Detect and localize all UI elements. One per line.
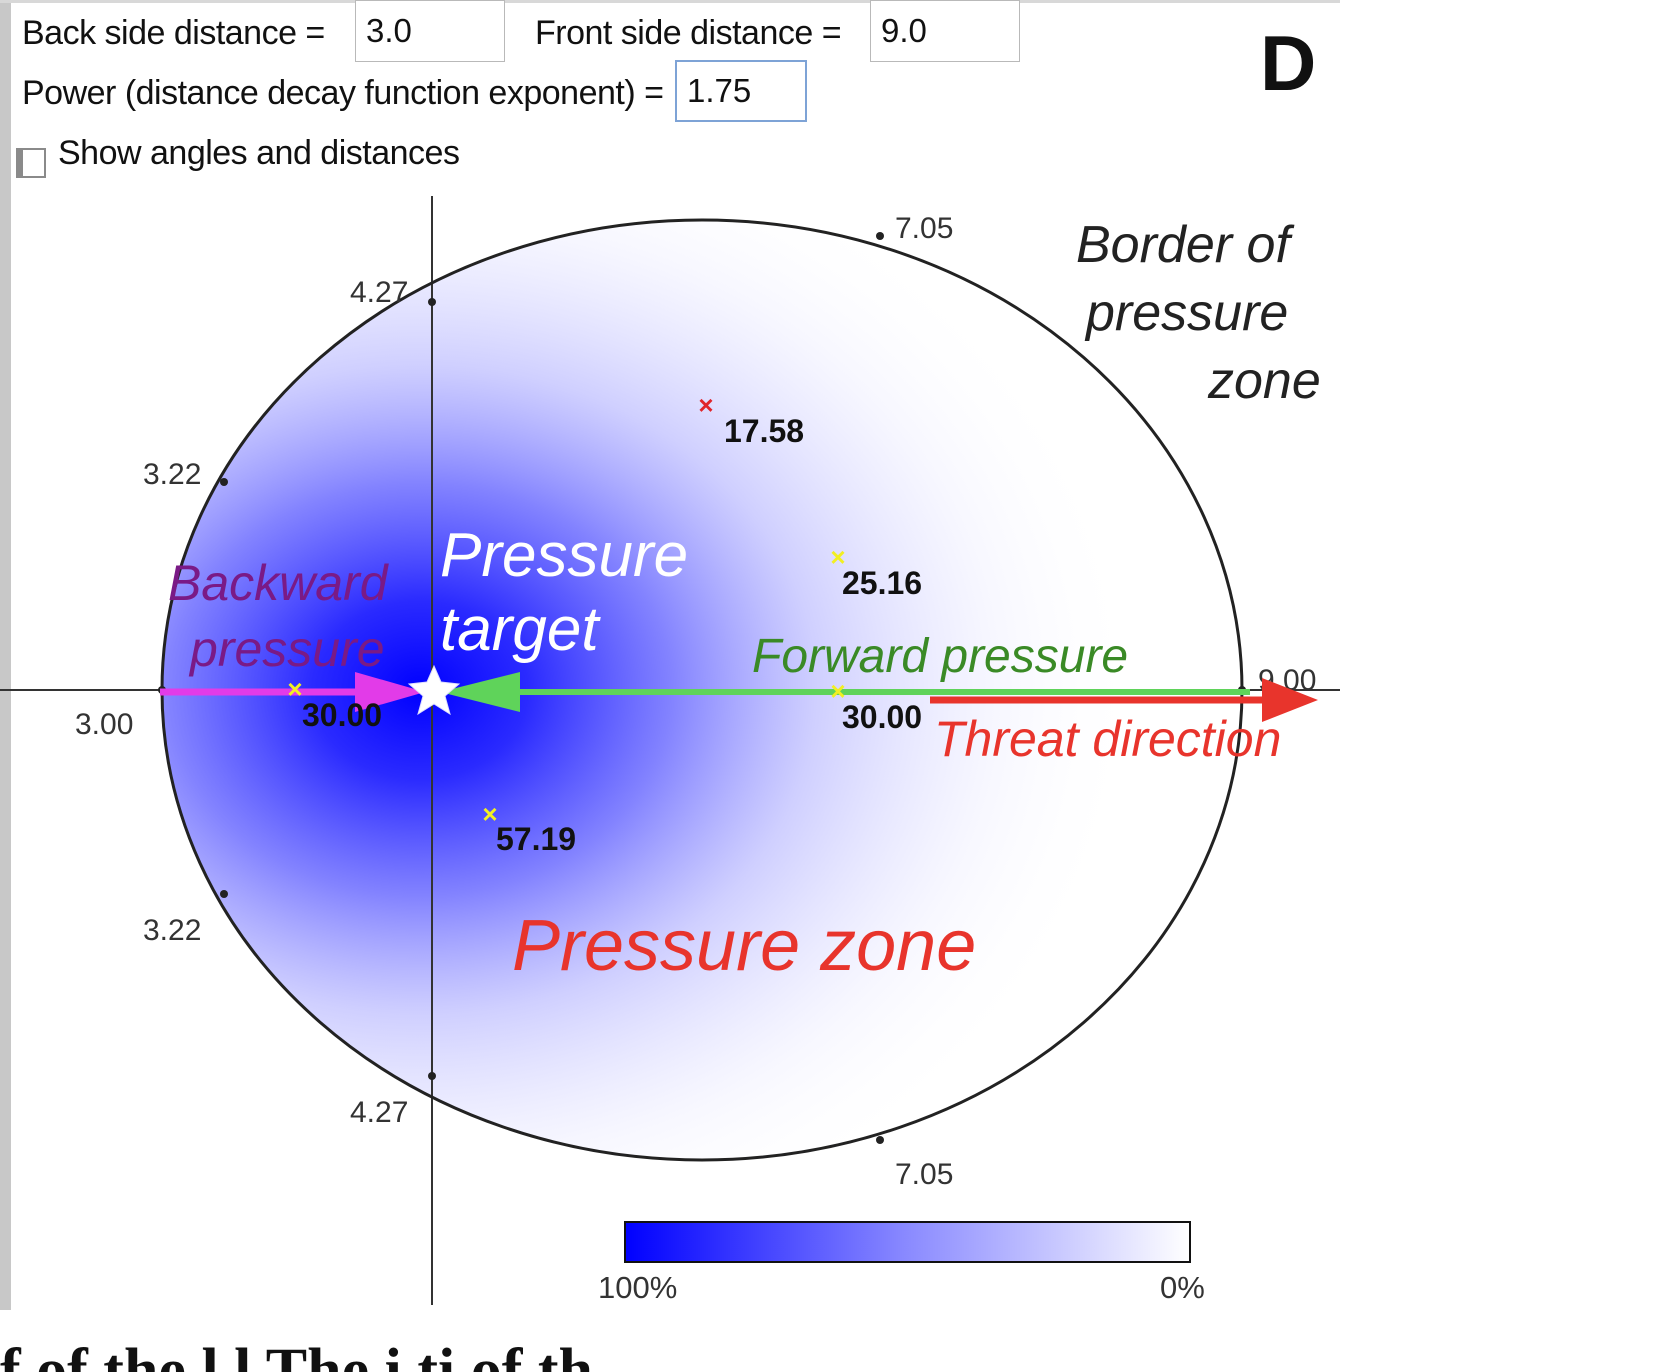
target-annotation-line2: target — [440, 595, 601, 664]
point-marker: × 25.16 — [830, 542, 922, 601]
threat-arrow — [930, 678, 1318, 722]
show-angles-label: Show angles and distances — [58, 134, 460, 172]
label-back: 3.00 — [75, 708, 133, 741]
legend-min-label: 0% — [1160, 1270, 1205, 1305]
forward-annotation: Forward pressure — [752, 630, 1128, 683]
back-side-label: Back side distance = — [22, 14, 325, 52]
point-label: 30.00 — [842, 699, 922, 735]
svg-text:×: × — [698, 390, 713, 420]
point-marker: × 30.00 — [830, 676, 922, 735]
pressure-legend-bar — [624, 1221, 1191, 1263]
cropped-caption: f of the l l The i ti of th — [0, 1338, 1680, 1372]
point-marker: × 30.00 — [287, 674, 382, 733]
svg-text:×: × — [830, 542, 845, 572]
front-side-label: Front side distance = — [535, 14, 842, 52]
forward-pressure-arrow — [440, 672, 1250, 712]
cropped-caption-text: f of the l l The i ti of th — [0, 1338, 593, 1372]
border-annotation-line2: pressure — [1084, 284, 1288, 342]
panel-letter: D — [1260, 19, 1317, 107]
svg-text:×: × — [482, 799, 497, 829]
label-bottom-left: 4.27 — [350, 1096, 408, 1129]
label-upper-left: 3.22 — [143, 458, 201, 491]
point-marker: × 17.58 — [698, 390, 804, 449]
svg-text:×: × — [830, 676, 845, 706]
backward-pressure-arrow — [160, 672, 425, 712]
border-annotation-line1: Border of — [1076, 216, 1294, 274]
label-lower-left: 3.22 — [143, 914, 201, 947]
pressure-zone-plot: 4.27 7.05 3.22 3.00 9.00 3.22 4.27 7.05 … — [0, 196, 1340, 1305]
label-top-left: 4.27 — [350, 276, 408, 309]
point-label: 17.58 — [724, 413, 804, 449]
legend-max-label: 100% — [598, 1270, 677, 1305]
power-input[interactable] — [675, 60, 807, 122]
threat-annotation: Threat direction — [934, 711, 1281, 767]
label-bottom-right: 7.05 — [895, 1158, 953, 1191]
point-label: 57.19 — [496, 821, 576, 857]
backward-annotation-line2: pressure — [188, 621, 385, 677]
front-side-input[interactable] — [870, 0, 1020, 62]
pressure-target-star — [407, 664, 461, 716]
back-side-input[interactable] — [355, 0, 505, 62]
point-marker: × 57.19 — [482, 799, 576, 857]
window-left-edge — [0, 0, 11, 1310]
show-angles-checkbox[interactable] — [16, 148, 46, 178]
zone-annotation: Pressure zone — [512, 906, 976, 986]
svg-text:×: × — [287, 674, 302, 704]
power-label: Power (distance decay function exponent)… — [22, 74, 664, 112]
target-annotation-line1: Pressure — [440, 521, 688, 590]
window-top-edge — [0, 0, 1340, 3]
point-label: 30.00 — [302, 697, 382, 733]
backward-annotation-line1: Backward — [168, 555, 390, 611]
point-label: 25.16 — [842, 565, 922, 601]
border-annotation-line3: zone — [1207, 352, 1321, 410]
label-top-right: 7.05 — [895, 212, 953, 245]
